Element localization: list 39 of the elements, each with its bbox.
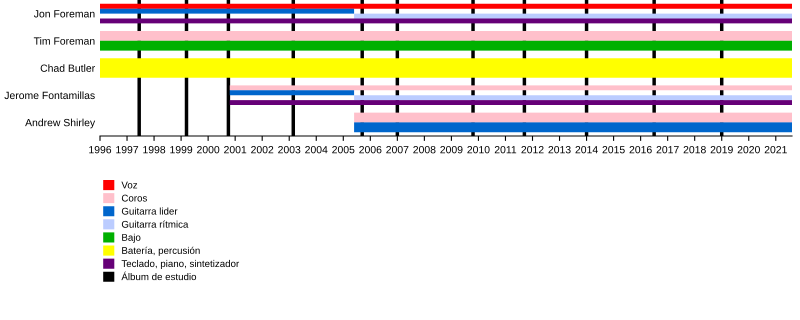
x-tick-label: 2002 [251, 146, 274, 154]
x-tick-label: 1999 [170, 146, 192, 154]
x-tick-label: 1998 [143, 146, 166, 154]
x-tick-label: 2013 [548, 146, 571, 154]
x-tick-label: 2003 [278, 146, 300, 154]
x-tick-label: 2006 [359, 146, 382, 154]
x-tick-label: 2007 [386, 146, 408, 154]
x-tick-label: 2021 [764, 146, 787, 154]
x-tick-label: 1996 [89, 146, 112, 154]
legend-label: Teclado, piano, sintetizador [122, 260, 240, 269]
x-tick-label: 2005 [332, 146, 354, 154]
legend-label: Bajo [122, 234, 140, 243]
x-tick-label: 2008 [413, 146, 436, 154]
y-tick-label: Chad Butler [40, 64, 95, 72]
x-tick-label: 2016 [630, 146, 652, 154]
legend-label: Batería, percusión [122, 246, 200, 256]
x-tick-label: 2014 [576, 146, 598, 154]
legend-label: Voz [121, 182, 138, 188]
y-tick-label: Jerome Fontamillas [4, 91, 95, 100]
x-tick-label: 2000 [197, 146, 220, 154]
x-tick-label: 2009 [440, 146, 462, 154]
y-tick-label: Tim Foreman [34, 37, 94, 45]
x-tick-label: 2019 [710, 146, 733, 154]
x-tick-label: 2001 [224, 146, 246, 154]
x-tick-label: 2017 [656, 146, 679, 154]
x-tick-label: 2015 [602, 146, 625, 154]
x-tick-label: 2020 [738, 146, 760, 154]
x-tick-label: 2012 [521, 146, 544, 154]
legend-label: Coros [122, 194, 147, 202]
legend-label: Guitarra lider [122, 208, 178, 215]
x-tick-label: 2018 [684, 146, 706, 154]
x-tick-label: 2004 [305, 146, 328, 154]
x-tick-label: 1997 [116, 146, 138, 154]
legend-label: Guitarra rítmica [122, 220, 188, 228]
y-tick-label: Andrew Shirley [25, 118, 96, 128]
legend-label: Álbum de estudio [121, 272, 196, 280]
x-tick-label: 2010 [467, 146, 490, 154]
y-tick-label: Jon Foreman [34, 10, 94, 18]
x-tick-label: 2011 [494, 146, 516, 154]
